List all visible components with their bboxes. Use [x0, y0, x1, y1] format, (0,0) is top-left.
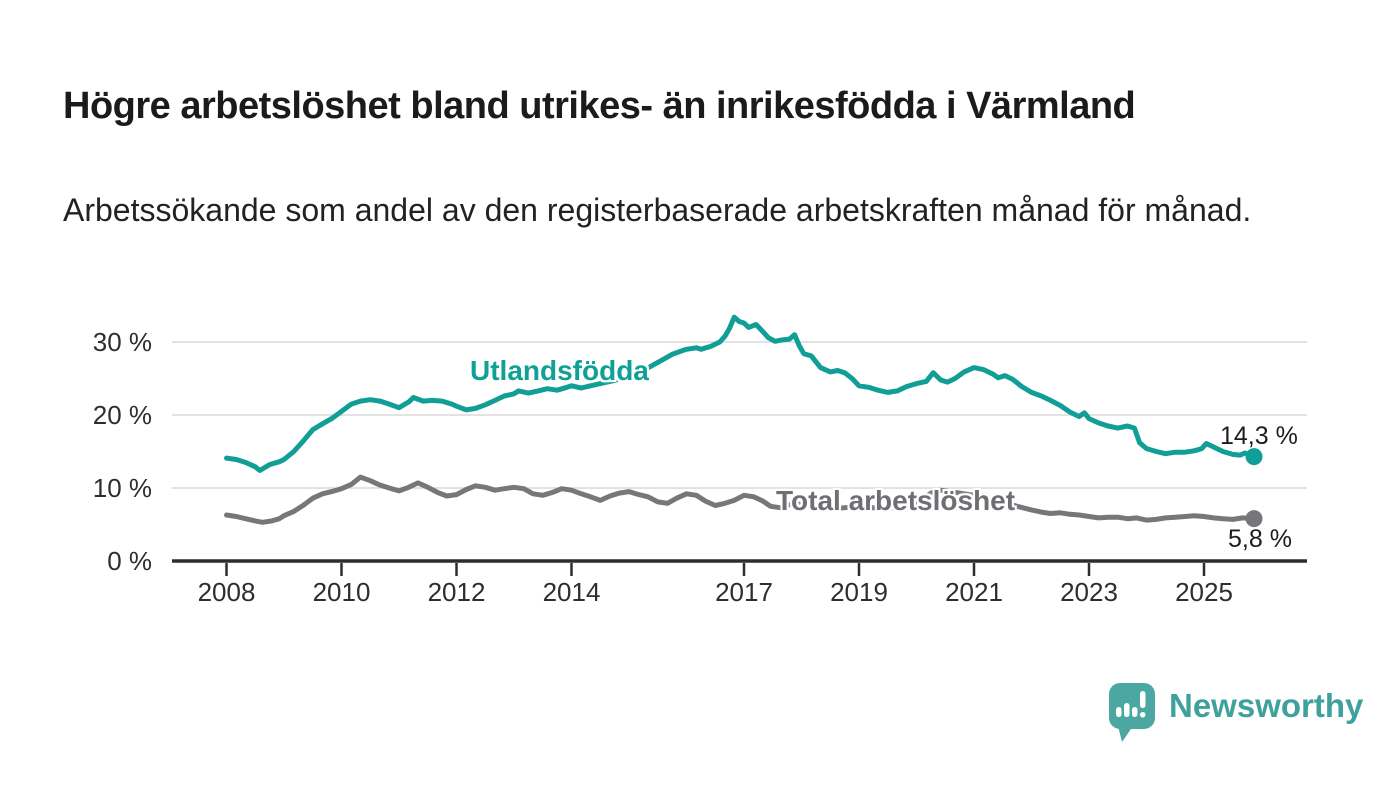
page-subtitle: Arbetssökande som andel av den registerb…	[63, 192, 1252, 228]
series-end-dot-0	[1245, 448, 1263, 466]
end-value-label-total: 5,8 %	[1228, 525, 1292, 553]
x-tick-label: 2012	[428, 577, 486, 607]
series-line-0	[224, 314, 1257, 473]
page-title: Högre arbetslöshet bland utrikes- än inr…	[63, 85, 1136, 128]
x-tick-label: 2019	[830, 577, 888, 607]
y-tick-label: 30 %	[93, 327, 152, 357]
series-end-dot-1	[1245, 510, 1263, 528]
x-tick-label: 2014	[543, 577, 601, 607]
newsworthy-wordmark: Newsworthy	[1169, 687, 1364, 724]
newsworthy-bubble-chart-icon	[1109, 683, 1155, 742]
series-label-utlandsfodda: Utlandsfödda	[470, 355, 649, 386]
series-label-total-arbetsloshet: Total arbetslöshet	[776, 485, 1016, 516]
x-tick-label: 2010	[313, 577, 371, 607]
x-tick-label: 2008	[198, 577, 256, 607]
end-value-label-utlandsfodda: 14,3 %	[1220, 422, 1298, 450]
series-line-1	[224, 474, 1257, 525]
x-tick-label: 2023	[1060, 577, 1118, 607]
y-tick-label: 0 %	[107, 546, 152, 576]
newsworthy-logo: Newsworthy	[1108, 682, 1363, 744]
y-tick-label: 20 %	[93, 400, 152, 430]
x-tick-label: 2025	[1175, 577, 1233, 607]
y-tick-label: 10 %	[93, 473, 152, 503]
x-tick-label: 2017	[715, 577, 773, 607]
x-tick-label: 2021	[945, 577, 1003, 607]
